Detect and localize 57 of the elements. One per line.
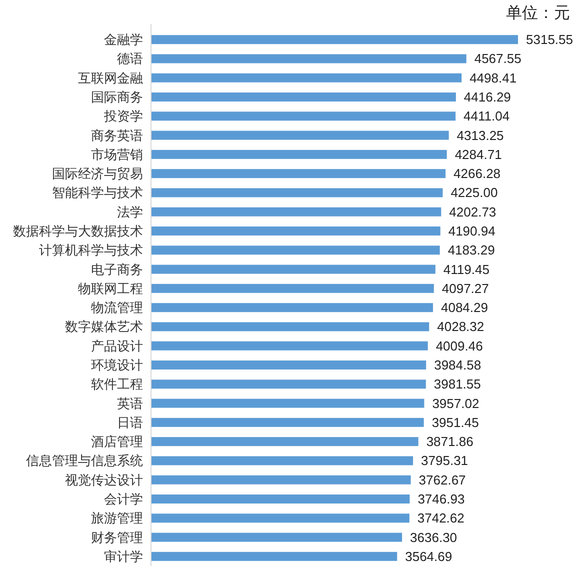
data-label: 3981.55	[434, 376, 481, 392]
y-tick-label: 互联网金融	[78, 70, 143, 86]
y-tick-label: 计算机科学与技术	[39, 242, 143, 258]
data-label: 3564.69	[405, 548, 452, 564]
y-tick-label: 日语	[117, 414, 143, 430]
data-label: 5315.55	[526, 32, 573, 48]
data-label: 4190.94	[448, 224, 496, 238]
data-label: 4416.29	[464, 90, 511, 104]
y-tick-label: 酒店管理	[91, 434, 143, 450]
data-label: 3762.67	[418, 472, 466, 488]
data-label: 4411.04	[464, 108, 510, 124]
data-label: 4284.71	[454, 146, 502, 162]
data-label: 4567.55	[474, 51, 522, 66]
y-tick-label: 国际商务	[91, 90, 143, 104]
y-tick-label: 电子商务	[91, 262, 143, 277]
data-label: 3871.86	[426, 434, 474, 450]
y-tick-label: 法学	[117, 204, 143, 220]
y-tick-label: 会计学	[104, 492, 143, 506]
data-label: 3636.30	[410, 530, 458, 545]
data-label: 4202.73	[449, 204, 496, 220]
data-label: 4119.45	[443, 262, 490, 277]
y-tick-label: 旅游管理	[91, 510, 143, 526]
data-label: 3957.02	[432, 396, 480, 411]
data-label: 4498.41	[470, 70, 517, 86]
data-label: 3951.45	[432, 414, 479, 430]
y-tick-label: 信息管理与信息系统	[26, 453, 143, 468]
data-label: 4009.46	[436, 338, 483, 354]
data-label: 3746.93	[418, 492, 465, 506]
y-tick-label: 英语	[117, 396, 143, 411]
data-label: 4028.32	[437, 319, 484, 334]
data-label: 4225.00	[450, 185, 498, 200]
data-label: 3795.31	[421, 453, 468, 468]
y-tick-label: 财务管理	[91, 530, 143, 545]
data-label: 3984.58	[434, 358, 482, 372]
y-tick-label: 德语	[117, 51, 143, 66]
y-tick-label: 智能科学与技术	[52, 185, 143, 200]
data-label: 4097.27	[442, 280, 489, 296]
y-tick-label: 物流管理	[91, 300, 143, 316]
y-tick-label: 产品设计	[91, 338, 143, 354]
data-label: 4266.28	[454, 166, 501, 182]
data-label: 4084.29	[440, 300, 488, 316]
text: 单位：元	[506, 4, 570, 22]
y-tick-label: 金融学	[104, 32, 143, 48]
data-label: 4313.25	[456, 128, 504, 143]
y-tick-label: 市场营销	[91, 146, 143, 162]
y-tick-label: 环境设计	[91, 358, 143, 372]
y-tick-label: 商务英语	[91, 128, 143, 143]
data-label: 4183.29	[448, 242, 495, 258]
y-tick-label: 数字媒体艺术	[65, 319, 143, 334]
data-label: 3742.62	[417, 510, 464, 526]
y-tick-label: 审计学	[104, 548, 143, 564]
y-tick-label: 视觉传达设计	[65, 472, 143, 488]
y-tick-label: 软件工程	[91, 376, 143, 392]
y-tick-label: 数据科学与大数据技术	[13, 224, 143, 238]
y-tick-label: 物联网工程	[78, 280, 143, 296]
y-tick-label: 国际经济与贸易	[52, 166, 143, 182]
y-tick-label: 投资学	[103, 108, 143, 124]
